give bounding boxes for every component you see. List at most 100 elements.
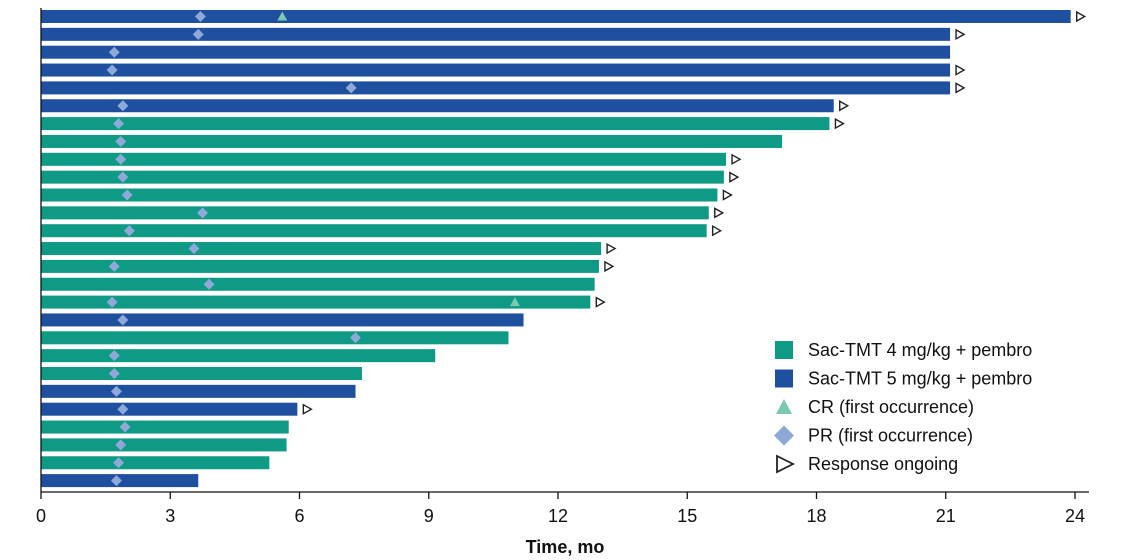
response-bar	[41, 313, 524, 327]
legend-item-g5: Sac-TMT 5 mg/kg + pembro	[775, 369, 1032, 389]
response-bar	[41, 438, 287, 452]
legend-cr-triangle	[776, 399, 792, 414]
pr-marker	[121, 189, 133, 201]
cr-marker	[509, 297, 520, 307]
legend-item-g4: Sac-TMT 4 mg/kg + pembro	[775, 340, 1032, 360]
pr-marker	[194, 11, 206, 22]
response-bar	[41, 10, 1071, 23]
response-bar	[41, 117, 830, 131]
pr-marker	[123, 225, 135, 237]
legend-ongoing-arrow	[776, 454, 796, 474]
ongoing-arrow	[711, 225, 723, 237]
x-tick-label: 24	[1065, 506, 1085, 526]
pr-marker	[108, 260, 120, 272]
legend-label: CR (first occurrence)	[808, 397, 974, 417]
ongoing-arrow	[302, 403, 313, 415]
legend-item-pr: PR (first occurrence)	[774, 425, 973, 446]
response-bar	[41, 224, 707, 238]
x-tick-label: 18	[806, 506, 826, 526]
pr-marker	[108, 368, 120, 379]
ongoing-arrow	[731, 153, 742, 165]
x-tick-label: 3	[165, 506, 175, 526]
response-bar	[41, 420, 289, 434]
ongoing-arrow	[722, 189, 733, 201]
x-axis-title: Time, mo	[526, 537, 605, 557]
response-bar	[41, 134, 783, 148]
pr-marker	[106, 296, 118, 308]
axes-layer: 0 3 6 9 12 15 18 21 24	[36, 8, 1089, 526]
legend-swatch	[775, 369, 793, 388]
response-bar	[41, 27, 951, 41]
ongoing-arrow	[839, 100, 850, 112]
x-tick-label: 21	[936, 506, 956, 526]
pr-marker	[110, 475, 122, 487]
response-bar	[41, 456, 270, 470]
response-bar	[41, 259, 599, 273]
ongoing-arrow	[604, 260, 615, 273]
legend-label: Sac-TMT 5 mg/kg + pembro	[808, 369, 1032, 389]
legend-item-cr: CR (first occurrence)	[776, 397, 974, 417]
ongoing-arrow	[955, 82, 966, 94]
pr-marker	[115, 439, 127, 451]
response-bar	[41, 152, 727, 166]
response-bar	[41, 170, 724, 184]
x-tick-label: 15	[677, 506, 697, 526]
response-bar	[41, 206, 709, 220]
bars-layer	[41, 10, 1071, 488]
legend-item-ongoing: Response ongoing	[776, 454, 958, 474]
pr-marker	[345, 82, 357, 94]
ongoing-arrow	[606, 242, 617, 255]
pr-marker	[117, 100, 129, 112]
legend-pr-diamond	[774, 425, 794, 446]
x-tick-label: 6	[294, 506, 304, 526]
ongoing-arrow	[595, 296, 606, 308]
legend-label: Response ongoing	[808, 454, 958, 474]
ongoing-arrow	[955, 64, 966, 76]
ongoing-arrow	[955, 28, 966, 41]
response-bar	[41, 331, 509, 345]
pr-marker	[203, 278, 215, 290]
pr-marker	[115, 153, 127, 165]
pr-marker	[108, 46, 120, 58]
pr-marker	[110, 385, 122, 397]
x-tick-label: 9	[424, 506, 434, 526]
legend-swatch	[775, 341, 793, 359]
response-bar	[41, 367, 362, 380]
pr-marker	[117, 403, 129, 415]
response-bar	[41, 295, 591, 309]
ongoing-arrow	[834, 117, 845, 130]
response-bar	[41, 45, 951, 59]
cr-marker	[277, 11, 288, 21]
pr-marker	[192, 28, 204, 40]
legend-label: Sac-TMT 4 mg/kg + pembro	[808, 340, 1032, 360]
response-bar	[41, 384, 356, 398]
legend: Sac-TMT 4 mg/kg + pembro Sac-TMT 5 mg/kg …	[774, 340, 1032, 474]
pr-marker	[119, 421, 131, 433]
pr-marker	[108, 350, 120, 362]
pr-marker	[115, 135, 127, 147]
response-bar	[41, 349, 436, 363]
response-bar	[41, 242, 602, 256]
ongoing-arrow	[1075, 10, 1087, 23]
legend-label: PR (first occurrence)	[808, 426, 973, 446]
pr-marker	[106, 64, 118, 76]
response-bar	[41, 81, 951, 95]
response-bar	[41, 402, 298, 416]
x-tick-label: 12	[548, 506, 568, 526]
ongoing-arrow	[729, 171, 740, 183]
pr-marker	[113, 457, 125, 469]
markers-layer	[106, 10, 1087, 487]
pr-marker	[113, 118, 125, 130]
pr-marker	[197, 207, 209, 219]
pr-marker	[117, 171, 129, 183]
response-bar	[41, 188, 718, 202]
response-bar	[41, 63, 951, 77]
response-bar	[41, 277, 595, 291]
response-bar	[41, 99, 834, 113]
pr-marker	[117, 314, 129, 326]
ongoing-arrow	[714, 207, 725, 219]
pr-marker	[350, 332, 362, 344]
x-tick-label: 0	[36, 506, 46, 526]
